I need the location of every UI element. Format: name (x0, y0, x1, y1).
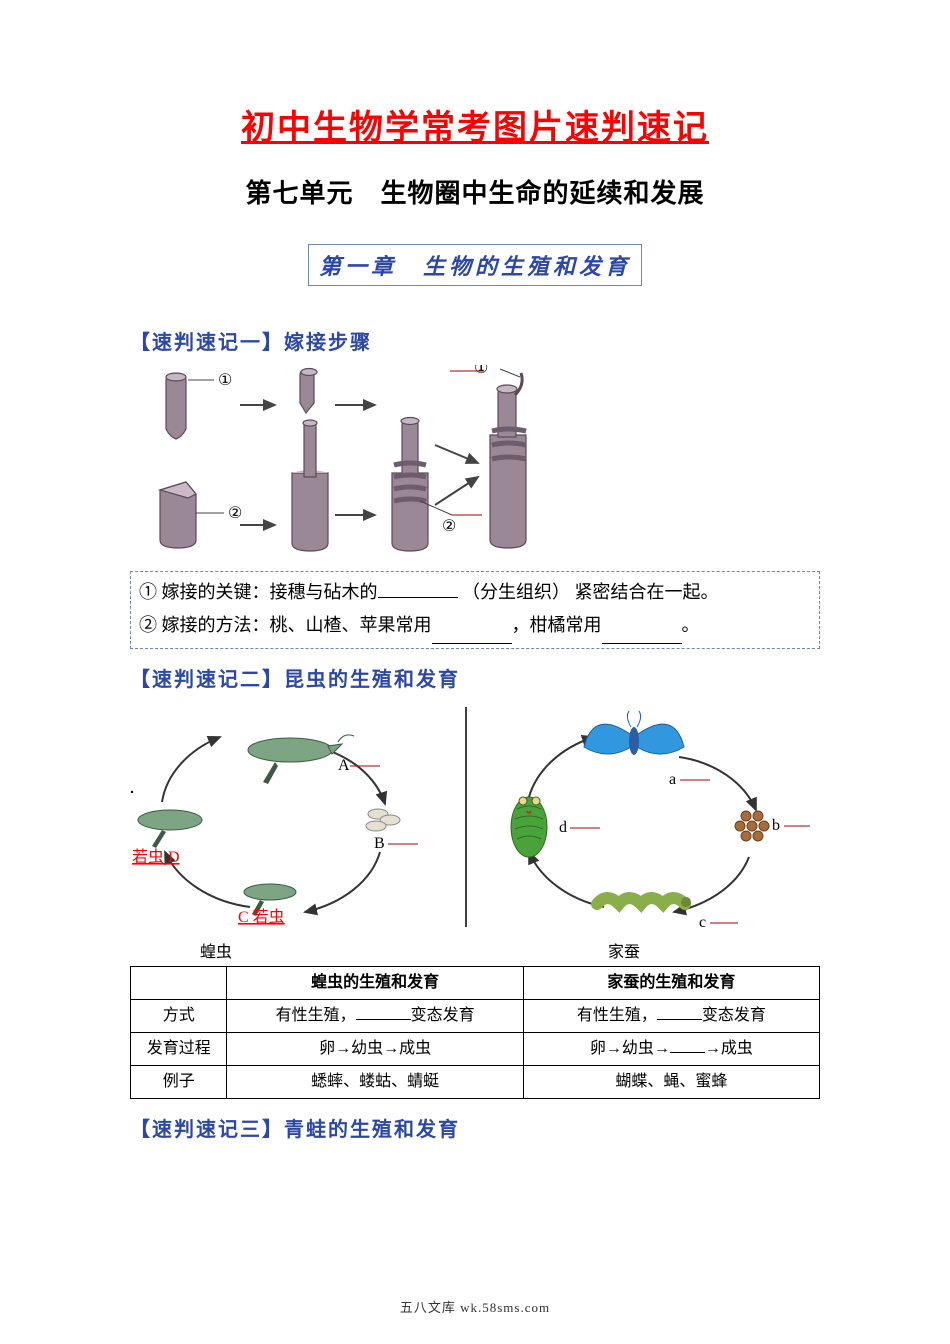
graft-label-top1: ① (218, 372, 232, 389)
blank-field (432, 609, 512, 643)
graft-label-bot2: ② (442, 518, 456, 535)
table-header: 家蚕的生殖和发育 (523, 966, 819, 999)
section-2-title: 【速判速记二】昆虫的生殖和发育 (130, 663, 820, 692)
silkworm-cycle-diagram: a b c d (474, 702, 814, 932)
locust-cycle-diagram: A B C 若虫 若虫 D (130, 702, 470, 932)
silkworm-c-label: c (699, 914, 706, 931)
locust-caption: 蝗虫 (130, 938, 420, 962)
silkworm-a-label: a (669, 771, 676, 788)
footer-text: 五八文库 wk.58sms.com (0, 1297, 950, 1316)
graft-label-bot1: ② (228, 505, 242, 522)
table-rowhead: 发育过程 (131, 1032, 227, 1065)
section-3-title: 【速判速记三】青蛙的生殖和发育 (130, 1113, 820, 1142)
section-1-title: 【速判速记一】嫁接步骤 (130, 326, 820, 355)
note-line-2: ② 嫁接的方法：桃、山楂、苹果常用 ，柑橘常用 。 (139, 609, 811, 643)
blank-field (602, 609, 682, 643)
chapter-title: 第一章 生物的生殖和发育 (308, 244, 642, 286)
locust-a-label: A (338, 757, 350, 774)
table-header: 蝗虫的生殖和发育 (227, 966, 523, 999)
silkworm-b-label: b (772, 817, 780, 834)
silkworm-d-label: d (559, 819, 567, 836)
table-rowhead: 方式 (131, 999, 227, 1032)
table-rowhead: 例子 (131, 1065, 227, 1098)
blank-field (378, 584, 458, 598)
page-title: 初中生物学常考图片速判速记 (130, 100, 820, 149)
grafting-diagram: ① ② (130, 365, 570, 565)
locust-d-label: 若虫 D (132, 848, 180, 866)
note-line-1: ① 嫁接的关键：接穗与砧木的 （分生组织） 紧密结合在一起。 (139, 576, 811, 609)
locust-b-label: B (374, 835, 385, 852)
note-box: ① 嫁接的关键：接穗与砧木的 （分生组织） 紧密结合在一起。 ② 嫁接的方法：桃… (130, 571, 820, 649)
locust-c-label: C 若虫 (238, 908, 285, 926)
unit-title: 第七单元 生物圈中生命的延续和发展 (130, 173, 820, 210)
comparison-table: 蝗虫的生殖和发育 家蚕的生殖和发育 方式 有性生殖，变态发育 有性生殖，变态发育… (130, 966, 820, 1099)
silkworm-caption: 家蚕 (420, 938, 820, 962)
